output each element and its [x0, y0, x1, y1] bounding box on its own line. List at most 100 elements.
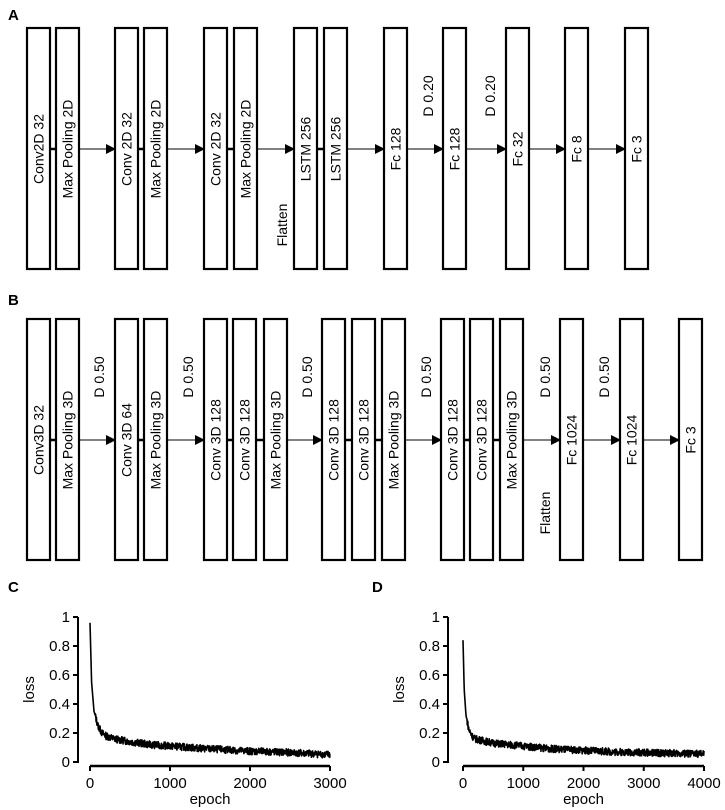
layer-label: Conv2D 32 [31, 114, 47, 184]
y-tick-label: 1 [62, 609, 70, 626]
layer-label: LSTM 256 [298, 116, 314, 181]
layer-label: Fc 32 [510, 131, 526, 166]
layer-label: Max Pooling 2D [238, 100, 254, 199]
y-tick-label: 0.2 [419, 725, 440, 742]
layer-block: Max Pooling 3D [262, 317, 289, 562]
panel-c-loss-chart: C 0 0.2 0.4 0.6 0.8 1 0 1000 2000 3000 epoch loss [8, 579, 347, 808]
layer-label: Conv 2D 32 [208, 112, 224, 186]
loss-curve [89, 622, 331, 759]
layer-block: Conv 2D 32 [113, 26, 140, 271]
x-tick-label: 3000 [627, 775, 660, 792]
y-tick-label: 0.6 [419, 667, 440, 684]
layer-block: Conv 3D 128 [231, 317, 258, 562]
panel-d-loss-chart: D 0 0.2 0.4 0.6 0.8 1 0 1000 2000 3000 4000 epoch los… [372, 579, 721, 808]
layer-label: Max Pooling 3D [60, 391, 76, 490]
dropout-label: D 0.20 [482, 75, 498, 116]
y-tick-label: 0.6 [49, 667, 70, 684]
layer-block: Conv 3D 128 [202, 317, 229, 562]
layer-label: Fc 8 [569, 135, 585, 162]
panel-label: B [8, 292, 19, 309]
layer-block: Max Pooling 3D [54, 317, 81, 562]
layer-label: Conv3D 32 [31, 405, 47, 475]
layer-block: Conv3D 32 [25, 317, 52, 562]
layer-label: Max Pooling 3D [148, 391, 164, 490]
layer-block: Conv 3D 128 [350, 317, 377, 562]
dropout-label: D 0.50 [180, 356, 196, 397]
layer-block: Fc 128 [441, 26, 468, 271]
layer-block: Max Pooling 2D [232, 26, 259, 271]
y-tick-label: 0.4 [49, 696, 70, 713]
y-tick-label: 0.4 [419, 696, 440, 713]
dropout-label: D 0.50 [299, 356, 315, 397]
layer-label: Conv 3D 64 [119, 403, 135, 477]
layer-label: Conv 3D 128 [237, 399, 253, 481]
layer-block: LSTM 256 [292, 26, 319, 271]
layer-block: Conv2D 32 [25, 26, 52, 271]
layer-block: Fc 3 [623, 26, 650, 271]
layer-block: Conv 3D 128 [468, 317, 495, 562]
layer-label: Conv 3D 128 [356, 399, 372, 481]
layer-label: Fc 3 [683, 426, 699, 453]
flatten-label: Flatten [537, 492, 553, 535]
layer-label: Max Pooling 3D [268, 391, 284, 490]
layer-block: Fc 32 [504, 26, 531, 271]
layer-label: LSTM 256 [328, 116, 344, 181]
y-axis-label: loss [391, 676, 408, 703]
layer-block: Max Pooling 2D [54, 26, 81, 271]
layer-label: Max Pooling 2D [60, 100, 76, 199]
layer-label: Conv 3D 128 [326, 399, 342, 481]
layer-block: Conv 3D 64 [113, 317, 140, 562]
y-tick-label: 1 [432, 609, 440, 626]
layer-label: Conv 3D 128 [208, 399, 224, 481]
x-tick-label: 2000 [567, 775, 600, 792]
layer-label: Conv 3D 128 [474, 399, 490, 481]
y-tick-label: 0.2 [49, 725, 70, 742]
panel-b-architecture: B Conv3D 32 Max Pooling 3D Conv 3D 64 Max Po… [8, 292, 704, 562]
dropout-label: D 0.20 [420, 75, 436, 116]
layer-label: Fc 3 [629, 135, 645, 162]
layer-label: Max Pooling 3D [504, 391, 520, 490]
layer-label: Fc 128 [388, 127, 404, 170]
layer-block: Conv 3D 128 [320, 317, 347, 562]
x-tick-label: 2000 [233, 775, 266, 792]
x-axis-label: epoch [190, 791, 231, 808]
dropout-label: D 0.50 [91, 356, 107, 397]
layer-block: Max Pooling 3D [380, 317, 407, 562]
dropout-label: D 0.50 [418, 356, 434, 397]
y-tick-label: 0 [62, 754, 70, 771]
layer-block: Conv 2D 32 [202, 26, 229, 271]
layer-block: Max Pooling 3D [498, 317, 525, 562]
x-tick-label: 4000 [687, 775, 720, 792]
y-tick-label: 0 [432, 754, 440, 771]
layer-block: Fc 8 [563, 26, 590, 271]
layer-block: LSTM 256 [322, 26, 349, 271]
layer-label: Fc 1024 [564, 414, 580, 465]
layer-label: Conv 3D 128 [445, 399, 461, 481]
y-axis-label: loss [21, 676, 38, 703]
x-tick-label: 0 [459, 775, 467, 792]
y-tick-label: 0.8 [49, 638, 70, 655]
loss-curve [462, 640, 705, 759]
layer-label: Max Pooling 3D [386, 391, 402, 490]
layer-block: Fc 128 [382, 26, 409, 271]
layer-label: Fc 1024 [624, 414, 640, 465]
layer-block: Fc 1024 [558, 317, 585, 562]
layer-block: Fc 3 [677, 317, 704, 562]
layer-label: Fc 128 [447, 127, 463, 170]
y-tick-label: 0.8 [419, 638, 440, 655]
dropout-label: D 0.50 [596, 356, 612, 397]
panel-label: C [8, 579, 19, 596]
dropout-label: D 0.50 [537, 356, 553, 397]
panel-label: A [8, 7, 19, 24]
x-tick-label: 1000 [153, 775, 186, 792]
layer-block: Conv 3D 128 [439, 317, 466, 562]
layer-block: Max Pooling 3D [142, 317, 169, 562]
flatten-label: Flatten [274, 204, 290, 247]
panel-a-architecture: A Conv2D 32 Max Pooling 2D Conv 2D 32 Max Po… [8, 7, 650, 271]
layer-label: Conv 2D 32 [119, 112, 135, 186]
layer-label: Max Pooling 2D [148, 100, 164, 199]
x-axis-label: epoch [563, 791, 604, 808]
x-tick-label: 3000 [313, 775, 346, 792]
layer-block: Fc 1024 [618, 317, 645, 562]
